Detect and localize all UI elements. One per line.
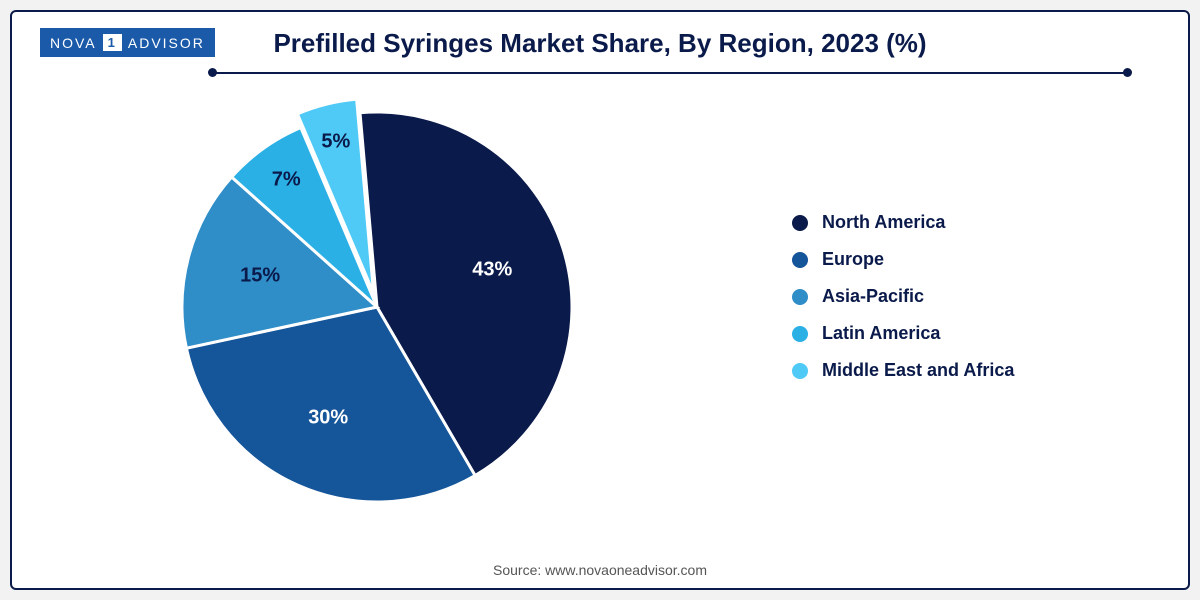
legend-item: North America (792, 212, 1014, 233)
title-rule (212, 68, 1128, 78)
legend-item: Latin America (792, 323, 1014, 344)
slice-label: 43% (472, 259, 512, 282)
legend-swatch (792, 326, 808, 342)
rule-line (212, 72, 1128, 74)
legend-swatch (792, 289, 808, 305)
legend-swatch (792, 252, 808, 268)
slice-label: 5% (321, 131, 350, 154)
chart-title: Prefilled Syringes Market Share, By Regi… (12, 28, 1188, 59)
pie-chart: 43% 30% 15% 7% 5% (162, 92, 592, 522)
chart-frame: NOVA 1 ADVISOR Prefilled Syringes Market… (10, 10, 1190, 590)
pie-svg (162, 92, 592, 522)
source-text: Source: www.novaoneadvisor.com (12, 562, 1188, 578)
legend-label: Middle East and Africa (822, 360, 1014, 381)
legend-label: Europe (822, 249, 884, 270)
slice-label: 30% (308, 406, 348, 429)
legend-label: Asia-Pacific (822, 286, 924, 307)
rule-dot-right (1123, 68, 1132, 77)
legend-swatch (792, 363, 808, 379)
legend-label: Latin America (822, 323, 940, 344)
slice-label: 15% (240, 265, 280, 288)
legend-item: Asia-Pacific (792, 286, 1014, 307)
legend-swatch (792, 215, 808, 231)
legend-label: North America (822, 212, 945, 233)
slice-label: 7% (272, 169, 301, 192)
legend-item: Europe (792, 249, 1014, 270)
legend: North America Europe Asia-Pacific Latin Ame… (792, 212, 1014, 381)
legend-item: Middle East and Africa (792, 360, 1014, 381)
